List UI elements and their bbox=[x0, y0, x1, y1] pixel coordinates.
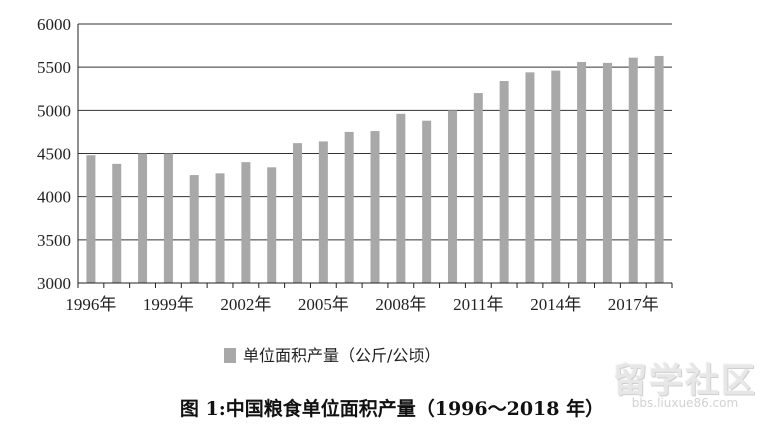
watermark-logo: 留学社区 bbox=[613, 361, 757, 401]
y-tick-labels: 3000 3500 4000 4500 5000 5500 6000 bbox=[37, 15, 71, 293]
bar bbox=[241, 162, 251, 283]
x-tick-label: 2002年 bbox=[220, 295, 271, 314]
x-tick-label: 2011年 bbox=[453, 295, 503, 314]
y-tick-label: 6000 bbox=[37, 15, 71, 34]
bar bbox=[551, 70, 561, 284]
legend-swatch bbox=[224, 348, 236, 363]
bar bbox=[344, 131, 354, 283]
bar bbox=[422, 120, 432, 284]
y-tick-label: 3500 bbox=[37, 231, 71, 250]
bar bbox=[396, 113, 406, 283]
bar bbox=[138, 153, 148, 283]
bar bbox=[525, 72, 535, 283]
y-tick-label: 3000 bbox=[37, 274, 71, 293]
bar bbox=[86, 155, 96, 283]
bar bbox=[499, 80, 509, 283]
x-tick-labels: 1996年 1999年 2002年 2005年 2008年 2011年 2014年 2017年 bbox=[65, 295, 658, 314]
watermark: 留学社区 bbs.liuxue86.com bbox=[600, 362, 770, 410]
bar bbox=[267, 167, 277, 283]
bar bbox=[602, 62, 612, 283]
y-tick-label: 4500 bbox=[37, 145, 71, 164]
bar bbox=[318, 141, 328, 283]
bar-chart: 3000 3500 4000 4500 5000 5500 6000 1996年 1999年 2… bbox=[37, 15, 673, 365]
bar bbox=[628, 57, 638, 283]
x-tick-label: 1999年 bbox=[143, 295, 194, 314]
y-tick-label: 5500 bbox=[37, 58, 71, 77]
bars bbox=[86, 55, 664, 284]
x-tick-label: 2008年 bbox=[375, 295, 426, 314]
bar bbox=[163, 153, 173, 283]
figure-caption: 图 1:中国粮食单位面积产量（1996～2018 年） bbox=[179, 398, 605, 420]
y-tick-label: 5000 bbox=[37, 101, 71, 120]
x-tick-label: 2017年 bbox=[608, 295, 659, 314]
bar bbox=[112, 163, 122, 283]
bar bbox=[370, 131, 380, 283]
watermark-url: bbs.liuxue86.com bbox=[631, 396, 739, 410]
x-tick-label: 1996年 bbox=[65, 295, 116, 314]
x-tick-label: 2005年 bbox=[298, 295, 349, 314]
bar bbox=[577, 61, 587, 284]
bar bbox=[293, 143, 303, 283]
bar bbox=[654, 55, 664, 284]
legend: 单位面积产量（公斤/公顷） bbox=[224, 346, 440, 365]
bar bbox=[473, 93, 483, 283]
axes bbox=[77, 24, 673, 288]
legend-label: 单位面积产量（公斤/公顷） bbox=[243, 346, 440, 365]
bar bbox=[189, 175, 199, 283]
y-tick-label: 4000 bbox=[37, 188, 71, 207]
bar bbox=[215, 173, 225, 283]
x-tick-label: 2014年 bbox=[530, 295, 581, 314]
bar bbox=[447, 110, 457, 283]
